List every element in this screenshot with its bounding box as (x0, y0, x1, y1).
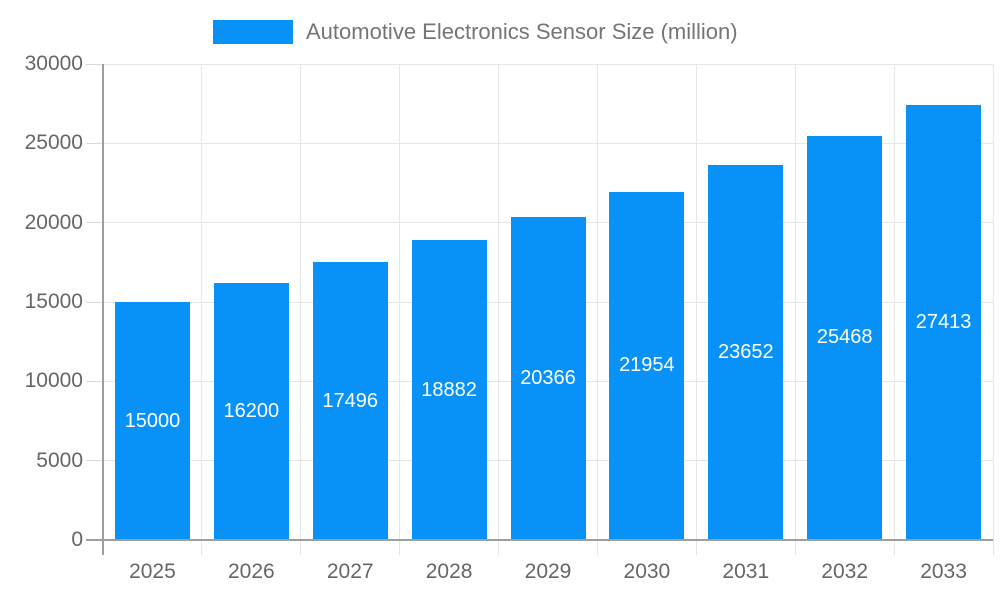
x-axis-tick-label: 2031 (722, 560, 770, 583)
chart-legend[interactable]: Automotive Electronics Sensor Size (mill… (213, 19, 738, 44)
x-axis-tick-label: 2032 (821, 560, 869, 583)
gridline-vertical (498, 64, 500, 555)
y-axis-line (102, 64, 104, 555)
y-axis-tick (86, 301, 103, 303)
gridline-vertical (695, 64, 697, 555)
x-axis-tick-label: 2029 (524, 560, 572, 583)
x-axis-tick-label: 2026 (227, 560, 275, 583)
chart-bar-2028: 18882 (411, 240, 487, 540)
bar-value-label: 23652 (717, 340, 774, 363)
x-axis-tick-label: 2025 (129, 560, 176, 583)
chart-bar-2029: 20366 (510, 216, 586, 540)
y-axis-tick (86, 222, 103, 224)
bar-value-label: 27413 (915, 311, 972, 334)
chart-bar-2025: 15000 (114, 302, 190, 540)
y-axis-tick (86, 63, 103, 65)
gridline-vertical (794, 64, 796, 555)
legend-label[interactable]: Automotive Electronics Sensor Size (mill… (306, 19, 738, 44)
chart-bar-2032: 25468 (807, 135, 883, 540)
bar-value-label: 15000 (124, 409, 181, 432)
y-axis-tick (86, 380, 103, 382)
y-axis-tick-label: 25000 (24, 131, 83, 155)
bar-value-label: 25468 (816, 326, 873, 349)
chart-bar-2026: 16200 (213, 282, 289, 540)
y-axis-tick-label: 30000 (24, 52, 83, 75)
y-axis-tick (86, 142, 103, 144)
chart-bar-2033: 27413 (906, 105, 982, 540)
y-axis-tick-label: 10000 (24, 369, 83, 393)
x-axis-tick-label: 2030 (623, 560, 671, 583)
bar-value-label: 18882 (421, 378, 477, 401)
gridline-vertical (399, 64, 401, 555)
x-axis-tick-label: 2033 (920, 560, 967, 583)
bar-value-label: 16200 (223, 399, 280, 422)
bar-value-label: 20366 (520, 366, 576, 389)
y-axis-tick-label: 0 (71, 528, 83, 551)
x-axis-tick-label: 2028 (425, 560, 473, 583)
y-axis-tick (86, 460, 103, 462)
legend-swatch-icon[interactable] (213, 20, 293, 44)
gridline-vertical (992, 64, 994, 555)
gridline-vertical (596, 64, 598, 555)
gridline-horizontal (103, 142, 993, 144)
gridline-vertical (201, 64, 203, 555)
bar-value-label: 17496 (322, 389, 379, 412)
gridline-horizontal (103, 63, 993, 65)
y-axis-tick-label: 5000 (36, 448, 83, 472)
chart-bar-2030: 21954 (609, 191, 685, 540)
gridline-vertical (300, 64, 302, 555)
x-axis-tick-label: 2027 (326, 560, 374, 583)
chart-bar-2031: 23652 (708, 164, 784, 540)
y-axis-tick-label: 20000 (24, 210, 83, 234)
x-axis-line (86, 539, 993, 541)
y-axis-tick-label: 15000 (24, 290, 83, 313)
gridline-vertical (893, 64, 895, 555)
bar-value-label: 21954 (619, 354, 675, 377)
chart-bar-2027: 17496 (312, 262, 388, 540)
